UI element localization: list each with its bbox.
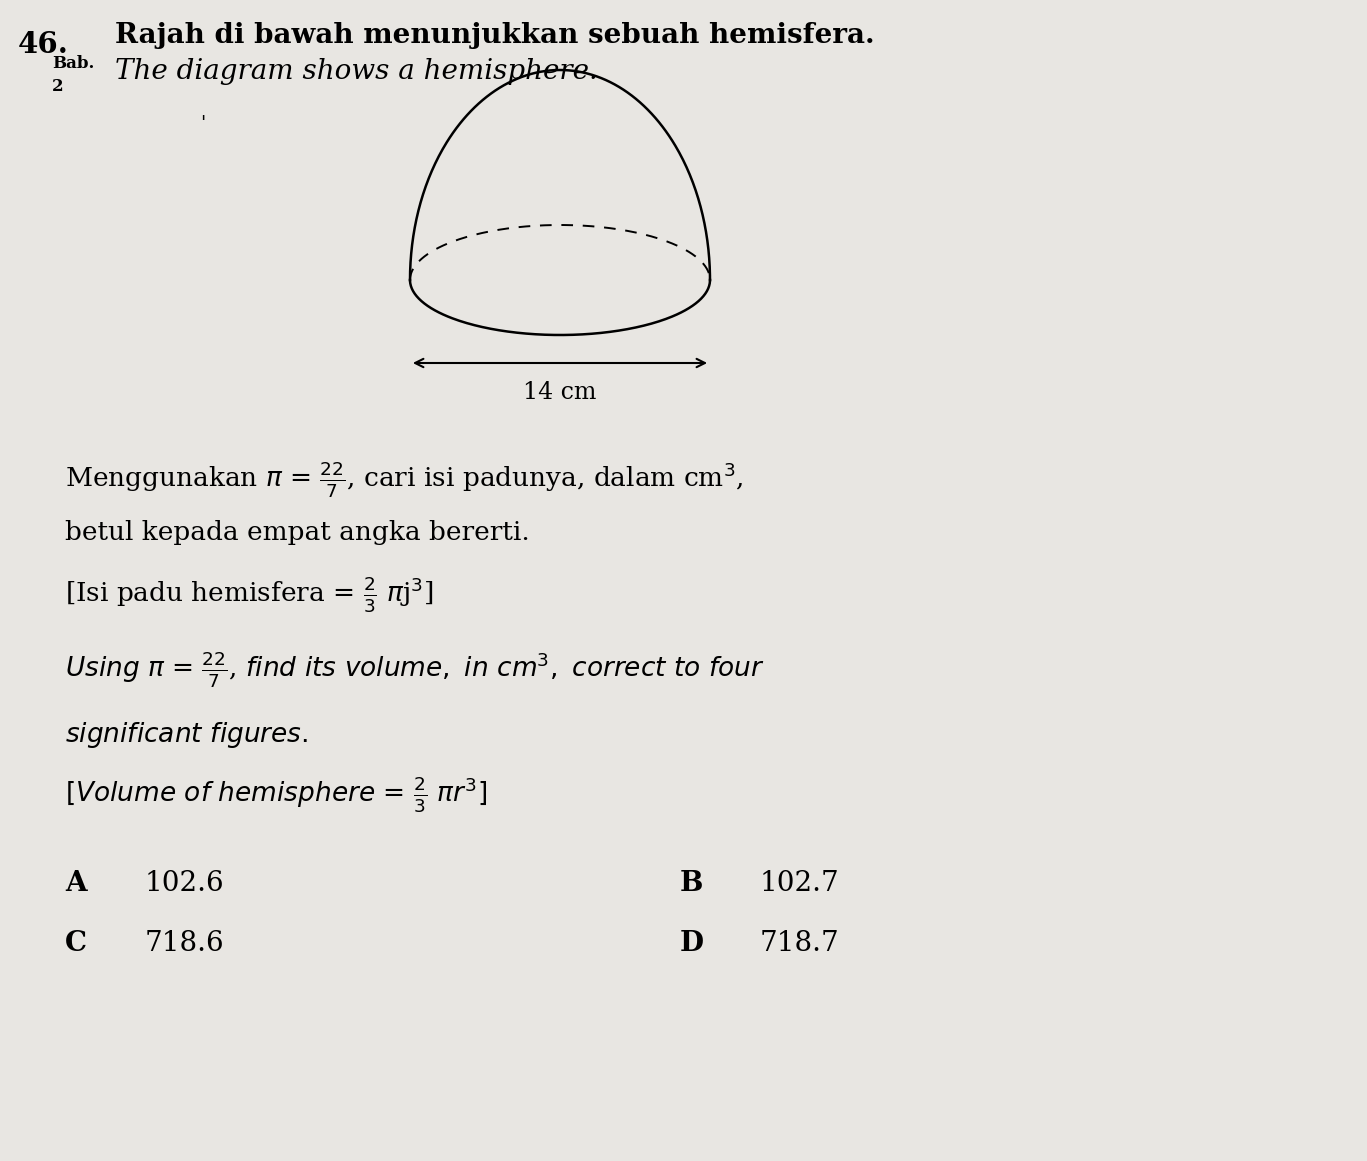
Text: [Isi padu hemisfera = $\frac{2}{3}$ $\pi$j$^3$]: [Isi padu hemisfera = $\frac{2}{3}$ $\pi…: [66, 575, 433, 615]
Text: 718.6: 718.6: [145, 930, 224, 957]
Text: 718.7: 718.7: [760, 930, 839, 957]
Text: C: C: [66, 930, 87, 957]
Text: betul kepada empat angka bererti.: betul kepada empat angka bererti.: [66, 520, 530, 545]
Text: 2: 2: [52, 78, 64, 95]
Text: $\it{[Volume\ of\ hemisphere}$ = $\frac{2}{3}$ $\it{\pi r^3}]$: $\it{[Volume\ of\ hemisphere}$ = $\frac{…: [66, 776, 487, 815]
Text: 102.6: 102.6: [145, 870, 224, 897]
Text: Menggunakan $\pi$ = $\frac{22}{7}$, cari isi padunya, dalam cm$^3$,: Menggunakan $\pi$ = $\frac{22}{7}$, cari…: [66, 460, 744, 500]
Text: B: B: [679, 870, 704, 897]
Text: Bab.: Bab.: [52, 55, 94, 72]
Text: $\it{Using}$ $\it{\pi}$ = $\frac{22}{7}$, $\it{find\ its\ volume,\ in\ cm}$$^3$$: $\it{Using}$ $\it{\pi}$ = $\frac{22}{7}$…: [66, 650, 766, 691]
Text: 102.7: 102.7: [760, 870, 839, 897]
Text: ': ': [200, 115, 205, 134]
Text: The diagram shows a hemisphere.: The diagram shows a hemisphere.: [115, 58, 597, 85]
Text: 46.: 46.: [18, 30, 68, 59]
Text: D: D: [679, 930, 704, 957]
Text: Rajah di bawah menunjukkan sebuah hemisfera.: Rajah di bawah menunjukkan sebuah hemisf…: [115, 22, 875, 49]
Text: 14 cm: 14 cm: [524, 381, 596, 404]
Text: $\it{significant\ figures.}$: $\it{significant\ figures.}$: [66, 720, 309, 750]
Text: A: A: [66, 870, 86, 897]
